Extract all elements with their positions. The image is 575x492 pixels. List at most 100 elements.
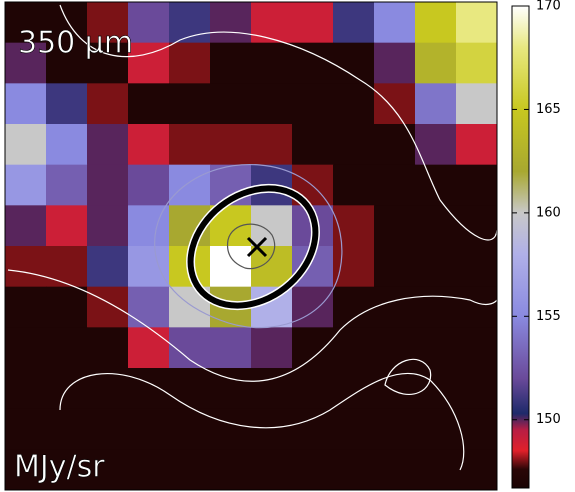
colorbar <box>511 5 530 489</box>
colorbar-tick-label: 150 <box>536 412 561 427</box>
pixel <box>5 449 47 491</box>
pixel <box>87 449 129 491</box>
pixel <box>456 124 498 166</box>
pixel <box>46 408 88 450</box>
pixel <box>169 449 211 491</box>
contour <box>7 269 498 382</box>
pixel <box>374 286 416 328</box>
pixel <box>415 205 457 247</box>
pixel <box>251 246 293 288</box>
pixel <box>210 83 252 125</box>
pixel <box>46 246 88 288</box>
pixel <box>374 124 416 166</box>
pixel <box>415 42 457 84</box>
pixel <box>456 42 498 84</box>
pixel <box>128 124 170 166</box>
pixel <box>456 368 498 410</box>
pixel <box>5 124 47 166</box>
pixel <box>46 124 88 166</box>
frame <box>4 1 498 491</box>
colorbar-tick-label: 165 <box>536 102 561 117</box>
pixel <box>374 164 416 206</box>
pixel <box>415 368 457 410</box>
pixel <box>128 327 170 369</box>
pixel <box>46 2 88 44</box>
contours <box>7 4 498 471</box>
pixel <box>87 246 129 288</box>
pixel <box>251 205 293 247</box>
pixel <box>292 124 334 166</box>
pixel <box>456 164 498 206</box>
pixel <box>169 408 211 450</box>
pixel <box>415 408 457 450</box>
pixel <box>5 327 47 369</box>
pixel <box>333 83 375 125</box>
pixel <box>415 246 457 288</box>
pixel <box>456 449 498 491</box>
pixel <box>333 449 375 491</box>
pixel <box>87 205 129 247</box>
pixel <box>374 205 416 247</box>
pixel <box>415 327 457 369</box>
pixel <box>333 124 375 166</box>
pixel <box>456 286 498 328</box>
pixel <box>210 449 252 491</box>
pixel <box>5 42 47 84</box>
unit-label: MJy/sr <box>14 450 105 485</box>
contour <box>226 223 276 270</box>
pixel <box>87 408 129 450</box>
pixel <box>374 408 416 450</box>
pixel <box>333 246 375 288</box>
pixel <box>169 164 211 206</box>
pixel <box>251 2 293 44</box>
pixel <box>87 42 129 84</box>
pixel <box>169 83 211 125</box>
pixel <box>374 327 416 369</box>
pixel <box>5 286 47 328</box>
pixel <box>5 205 47 247</box>
pixel <box>169 42 211 84</box>
pixel <box>374 449 416 491</box>
pixel <box>46 286 88 328</box>
pixel <box>128 449 170 491</box>
contour <box>154 164 343 329</box>
pixel <box>456 246 498 288</box>
pixel <box>128 83 170 125</box>
pixel <box>46 327 88 369</box>
pixel <box>210 42 252 84</box>
pixel <box>5 408 47 450</box>
pixel <box>46 205 88 247</box>
pixel <box>128 408 170 450</box>
pixel <box>333 368 375 410</box>
contour <box>59 372 465 471</box>
pixel <box>169 124 211 166</box>
colorbar-tick-label: 160 <box>536 205 561 220</box>
pixel <box>415 83 457 125</box>
pixel <box>251 449 293 491</box>
pixel <box>128 2 170 44</box>
pixel <box>87 164 129 206</box>
pixel <box>374 246 416 288</box>
pixel <box>292 286 334 328</box>
pixel <box>251 42 293 84</box>
pixel <box>128 286 170 328</box>
pixel <box>333 408 375 450</box>
pixel <box>374 368 416 410</box>
source-marker <box>246 236 268 258</box>
pixel <box>251 83 293 125</box>
pixel <box>169 368 211 410</box>
pixel <box>292 83 334 125</box>
colorbar-tick-label: 155 <box>536 309 561 324</box>
pixel <box>456 83 498 125</box>
pixel <box>128 164 170 206</box>
pixel <box>333 2 375 44</box>
beam <box>187 185 319 309</box>
heatmap <box>5 2 498 491</box>
pixel <box>87 327 129 369</box>
pixel <box>210 2 252 44</box>
pixel <box>292 449 334 491</box>
pixel <box>456 2 498 44</box>
pixel <box>210 124 252 166</box>
pixel <box>415 2 457 44</box>
